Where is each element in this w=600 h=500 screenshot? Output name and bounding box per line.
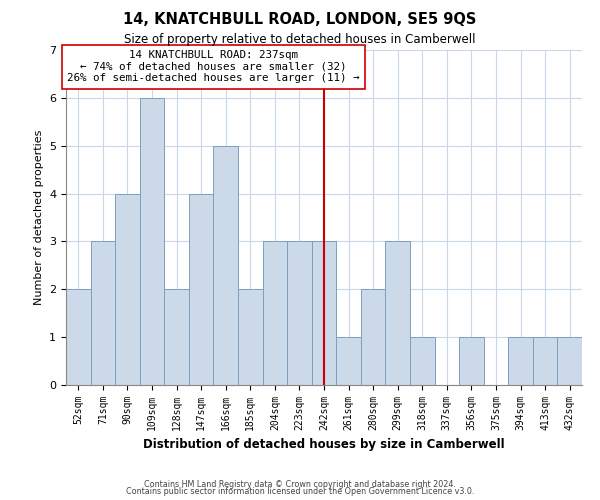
Bar: [557, 337, 582, 385]
Bar: [189, 194, 214, 385]
Bar: [164, 290, 189, 385]
Bar: [508, 337, 533, 385]
Text: 14, KNATCHBULL ROAD, LONDON, SE5 9QS: 14, KNATCHBULL ROAD, LONDON, SE5 9QS: [124, 12, 476, 28]
Bar: [238, 290, 263, 385]
Bar: [336, 337, 361, 385]
Text: Contains HM Land Registry data © Crown copyright and database right 2024.: Contains HM Land Registry data © Crown c…: [144, 480, 456, 489]
Y-axis label: Number of detached properties: Number of detached properties: [34, 130, 44, 305]
Bar: [312, 242, 336, 385]
Bar: [214, 146, 238, 385]
Bar: [263, 242, 287, 385]
Bar: [459, 337, 484, 385]
Bar: [287, 242, 312, 385]
Bar: [66, 290, 91, 385]
Bar: [115, 194, 140, 385]
Bar: [533, 337, 557, 385]
X-axis label: Distribution of detached houses by size in Camberwell: Distribution of detached houses by size …: [143, 438, 505, 452]
Text: Size of property relative to detached houses in Camberwell: Size of property relative to detached ho…: [124, 32, 476, 46]
Text: Contains public sector information licensed under the Open Government Licence v3: Contains public sector information licen…: [126, 487, 474, 496]
Bar: [91, 242, 115, 385]
Bar: [385, 242, 410, 385]
Text: 14 KNATCHBULL ROAD: 237sqm
← 74% of detached houses are smaller (32)
26% of semi: 14 KNATCHBULL ROAD: 237sqm ← 74% of deta…: [67, 50, 359, 83]
Bar: [140, 98, 164, 385]
Bar: [361, 290, 385, 385]
Bar: [410, 337, 434, 385]
